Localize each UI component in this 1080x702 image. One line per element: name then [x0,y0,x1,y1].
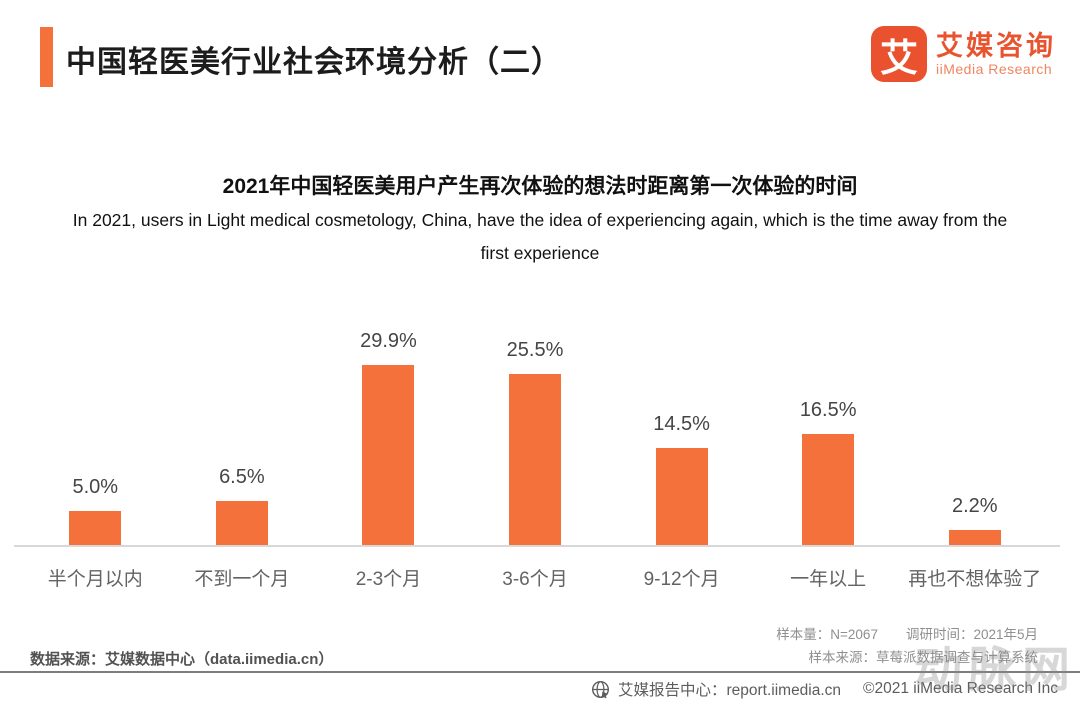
bar-column: 16.5% [755,330,902,545]
chart-subtitle: In 2021, users in Light medical cosmetol… [72,210,1008,263]
category-label: 9-12个月 [643,569,720,590]
bar-value-label: 2.2% [951,495,998,517]
category-label: 再也不想体验了 [908,569,1042,590]
report-center-link[interactable]: 艾媒报告中心：report.iimedia.cn [617,682,842,699]
survey-time: 调研时间：2021年5月 [905,627,1038,642]
bar [655,448,708,545]
page-title: 中国轻医美行业社会环境分析（二） [66,46,562,79]
category-label: 2-3个月 [355,569,422,590]
sample-size: 样本量：N=2067 [776,627,878,642]
bar-value-label: 5.0% [72,476,119,498]
bar-column: 29.9% [315,330,462,545]
bar-value-label: 25.5% [506,339,564,361]
iimedia-logo-icon: 艾 [871,26,927,82]
bar-column: 5.0% [22,330,169,545]
bar-column: 14.5% [608,330,755,545]
bar [215,501,268,545]
x-axis-category-labels: 半个月以内 不到一个月 2-3个月 3-6个月 9-12个月 一年以上 再也不想体验了 [22,564,1048,591]
x-axis-line [14,545,1060,547]
bar-column: 6.5% [169,330,316,545]
bar-value-label: 29.9% [360,330,417,352]
logo-name-en: iiMedia Research [936,61,1053,77]
bar [362,365,415,545]
data-source-note: 数据来源：艾媒数据中心（data.iimedia.cn） [30,651,334,668]
bar [509,374,562,545]
sample-info-note: 样本量：N=2067 调研时间：2021年5月 样本来源：草莓派数据调查与计算系统 [776,623,1038,669]
category-label: 半个月以内 [47,569,143,590]
sample-info-line1: 样本量：N=2067 调研时间：2021年5月 [776,623,1038,646]
bar [69,511,122,545]
iimedia-logo-text: 艾媒咨询 iiMedia Research [936,31,1056,77]
bar-value-label: 14.5% [653,413,710,435]
sample-source: 样本来源：草莓派数据调查与计算系统 [808,650,1039,665]
bar-value-label: 16.5% [799,399,857,421]
category-label: 3-6个月 [502,569,568,590]
title-accent-bar [40,27,53,87]
bar-column: 2.2% [901,330,1048,545]
bar [948,530,1001,545]
bar-value-label: 6.5% [219,466,265,488]
logo-name-cn: 艾媒咨询 [936,31,1056,61]
bar-chart-plot-area: 5.0% 6.5% 29.9% 25.5% 14.5% 16.5% 2.2% [22,330,1048,545]
category-label: 不到一个月 [194,569,290,590]
iimedia-logo: 艾 艾媒咨询 iiMedia Research [871,26,1056,82]
bar [802,434,855,545]
footer-divider-line [0,671,1080,673]
footer-bar: 艾媒报告中心：report.iimedia.cn ©2021 iiMedia R… [591,676,1058,702]
chart-title: 2021年中国轻医美用户产生再次体验的想法时距离第一次体验的时间 [222,175,858,198]
bar-column: 25.5% [462,330,609,545]
copyright-text: ©2021 iiMedia Research Inc [863,680,1058,697]
globe-icon [591,680,609,698]
category-label: 一年以上 [790,569,867,590]
